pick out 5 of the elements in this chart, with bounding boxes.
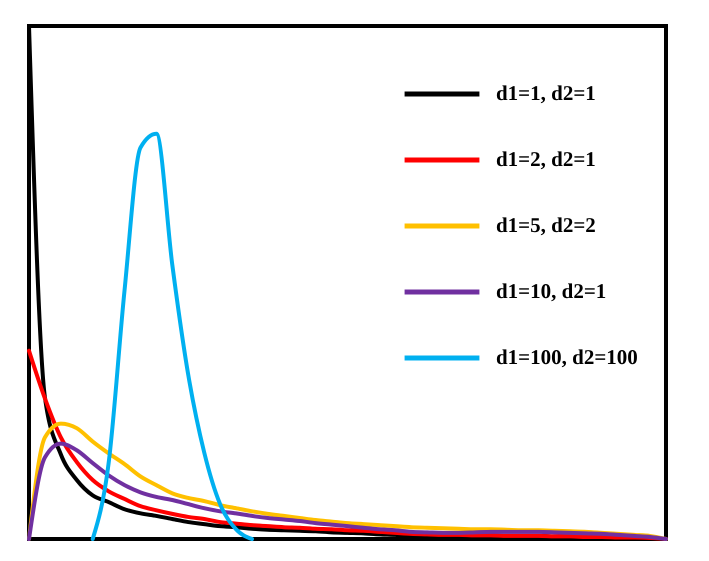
- legend-label: d1=2, d2=1: [496, 147, 596, 171]
- legend-label: d1=1, d2=1: [496, 81, 596, 105]
- legend-label: d1=5, d2=2: [496, 213, 596, 237]
- legend-label: d1=10, d2=1: [496, 279, 606, 303]
- legend-label: d1=100, d2=100: [496, 345, 638, 369]
